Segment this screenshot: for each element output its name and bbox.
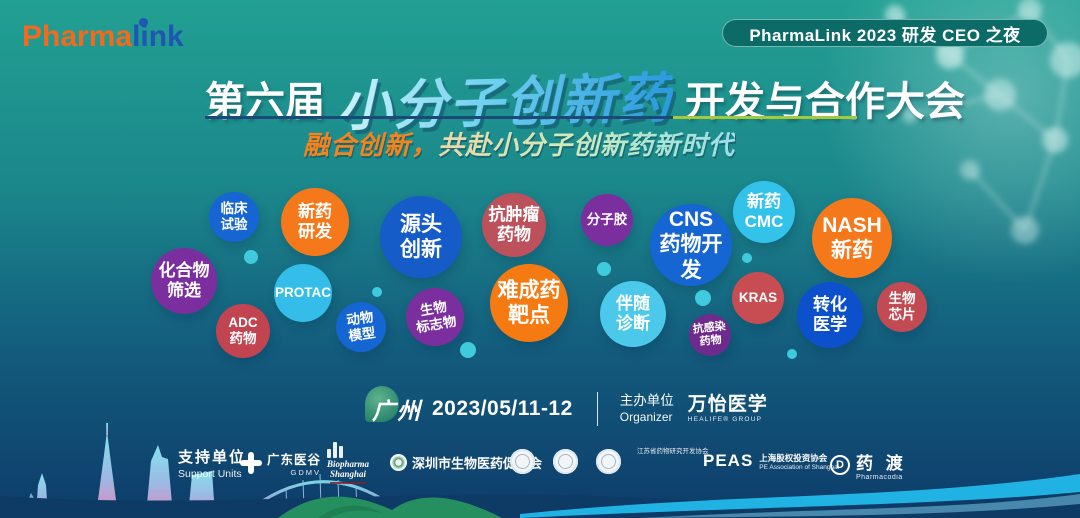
supporter-peas: PEAS 上海股权投资协会 PE Association of Shanghai (703, 451, 839, 471)
supporter-gdmv: 广东医谷 GDMV (240, 449, 321, 477)
topic-bubble: KRAS (732, 272, 784, 324)
accent-dot (742, 253, 752, 263)
supporter-pharmacodia: D 药 渡 Pharmacodia (830, 449, 907, 481)
medical-cross-icon (240, 452, 262, 474)
organizer-label-cn: 主办单位 (619, 393, 674, 409)
accent-dot (695, 290, 711, 306)
association-emblem-2 (553, 449, 578, 474)
supporters-label-cn: 支持单位 (178, 449, 247, 466)
accent-dot (597, 262, 611, 276)
organizer-name: 万怡医学 (687, 393, 768, 415)
topic-bubble: 难成药 靶点 (490, 264, 568, 342)
association-emblem-3 (596, 449, 621, 474)
subtitle: 融合创新，共赴小分子创新药新时代 (303, 125, 735, 162)
jiangsu-name: 江苏省药物研究开发协会 (637, 448, 709, 455)
association-emblem-1 (510, 449, 535, 474)
topic-bubble: 化合物 筛选 (151, 248, 217, 314)
building-icon (327, 442, 369, 458)
topic-bubble: ADC 药物 (216, 304, 270, 358)
subtitle-gradient-part: 共赴小分子创新药新时代 (438, 130, 736, 160)
topic-bubble: 生物 芯片 (877, 282, 927, 332)
pharmacodia-d-icon: D (830, 455, 850, 475)
logo-text-pharma: Pharma (22, 20, 133, 53)
organizer-subtext: HEALIFE® GROUP (687, 415, 763, 423)
organizer-logo: 万怡医学 HEALIFE® GROUP (688, 395, 768, 424)
vertical-divider (596, 392, 598, 426)
accent-dot (787, 349, 797, 359)
emblem-icon (510, 449, 535, 474)
accent-dot (372, 287, 382, 297)
event-date: 2023/05/11-12 (432, 397, 573, 420)
gdmv-abbr: GDMV (290, 468, 322, 477)
jiangsu-block: 江苏省药物研究开发协会 (637, 443, 709, 455)
supporters-row: 支持单位 Support Units 广东医谷 GDMV Biopharma S… (0, 441, 1080, 485)
topic-bubble: PROTAC (274, 264, 332, 322)
pharmacodia-text-block: 药 渡 Pharmacodia (856, 449, 907, 481)
ceo-night-badge: PharmaLink 2023 研发 CEO 之夜 (722, 19, 1048, 47)
supporter-szbiomed: 深圳市生物医药促进会 (390, 453, 542, 472)
topic-bubble: 抗感染 药物 (686, 311, 734, 359)
topic-bubble: 新药 研发 (281, 188, 349, 256)
topic-bubble: 伴随 诊断 (600, 281, 666, 347)
topic-bubble: 分子胶 (581, 194, 633, 246)
peas-name-en: PE Association of Shanghai (759, 463, 840, 471)
biopharma-text-block: Biopharma Shanghai (327, 442, 370, 485)
topic-bubble: NASH 新药 (812, 198, 892, 278)
subtitle-orange-part: 融合创新， (303, 130, 439, 160)
emblem-icon (596, 449, 621, 474)
topic-bubble: 新药 CMC (733, 181, 795, 243)
biopharma-underline (330, 481, 366, 485)
pharmacodia-sub: Pharmacodia (856, 474, 903, 481)
leaf-decoration (365, 386, 399, 422)
topic-bubble: 抗肿瘤 药物 (482, 193, 546, 257)
supporter-biopharma-shanghai: Biopharma Shanghai (327, 442, 370, 485)
accent-dot (244, 250, 258, 264)
gdmv-text-block: 广东医谷 GDMV (267, 449, 321, 477)
pharmacodia-name: 药 渡 (856, 454, 907, 473)
event-info: 广州 2023/05/11-12 主办单位 Organizer 万怡医学 HEA… (365, 386, 768, 430)
biopharma-line1: Biopharma (327, 459, 370, 469)
emblem-icon (553, 449, 578, 474)
topic-bubble: 源头 创新 (380, 196, 462, 278)
title-underline-green (673, 116, 857, 119)
topic-bubble: 临床 试验 (209, 192, 259, 242)
event-city-wrap: 广州 (365, 386, 422, 426)
logo-molecule-dot-icon (139, 18, 148, 27)
biopharma-line2: Shanghai (329, 468, 367, 479)
topic-bubble: CNS 药物开发 (650, 204, 732, 286)
peas-name-cn: 上海股权投资协会 (759, 452, 828, 463)
szbiomed-name: 深圳市生物医药促进会 (412, 456, 543, 471)
pharmalink-logo: Pharmalink (22, 18, 184, 54)
topic-bubble: 生物 标志物 (401, 283, 469, 351)
supporters-label-en: Support Units (178, 468, 242, 480)
gdmv-name: 广东医谷 (267, 453, 322, 467)
accent-dot (460, 342, 476, 358)
title-underline-blue (205, 116, 673, 119)
event-city: 广州 (372, 398, 422, 424)
supporters-label: 支持单位 Support Units (178, 446, 246, 480)
topic-bubble: 动物 模型 (332, 298, 390, 356)
peas-text-block: 上海股权投资协会 PE Association of Shanghai (759, 452, 839, 471)
organizer-label-en: Organizer (619, 409, 673, 424)
supporter-jiangsu-assoc: 江苏省药物研究开发协会 (637, 443, 709, 455)
topic-bubble: 转化 医学 (797, 282, 863, 348)
peas-wordmark: PEAS (703, 451, 754, 470)
organizer-label: 主办单位 Organizer (620, 393, 674, 425)
seal-icon (390, 454, 407, 471)
